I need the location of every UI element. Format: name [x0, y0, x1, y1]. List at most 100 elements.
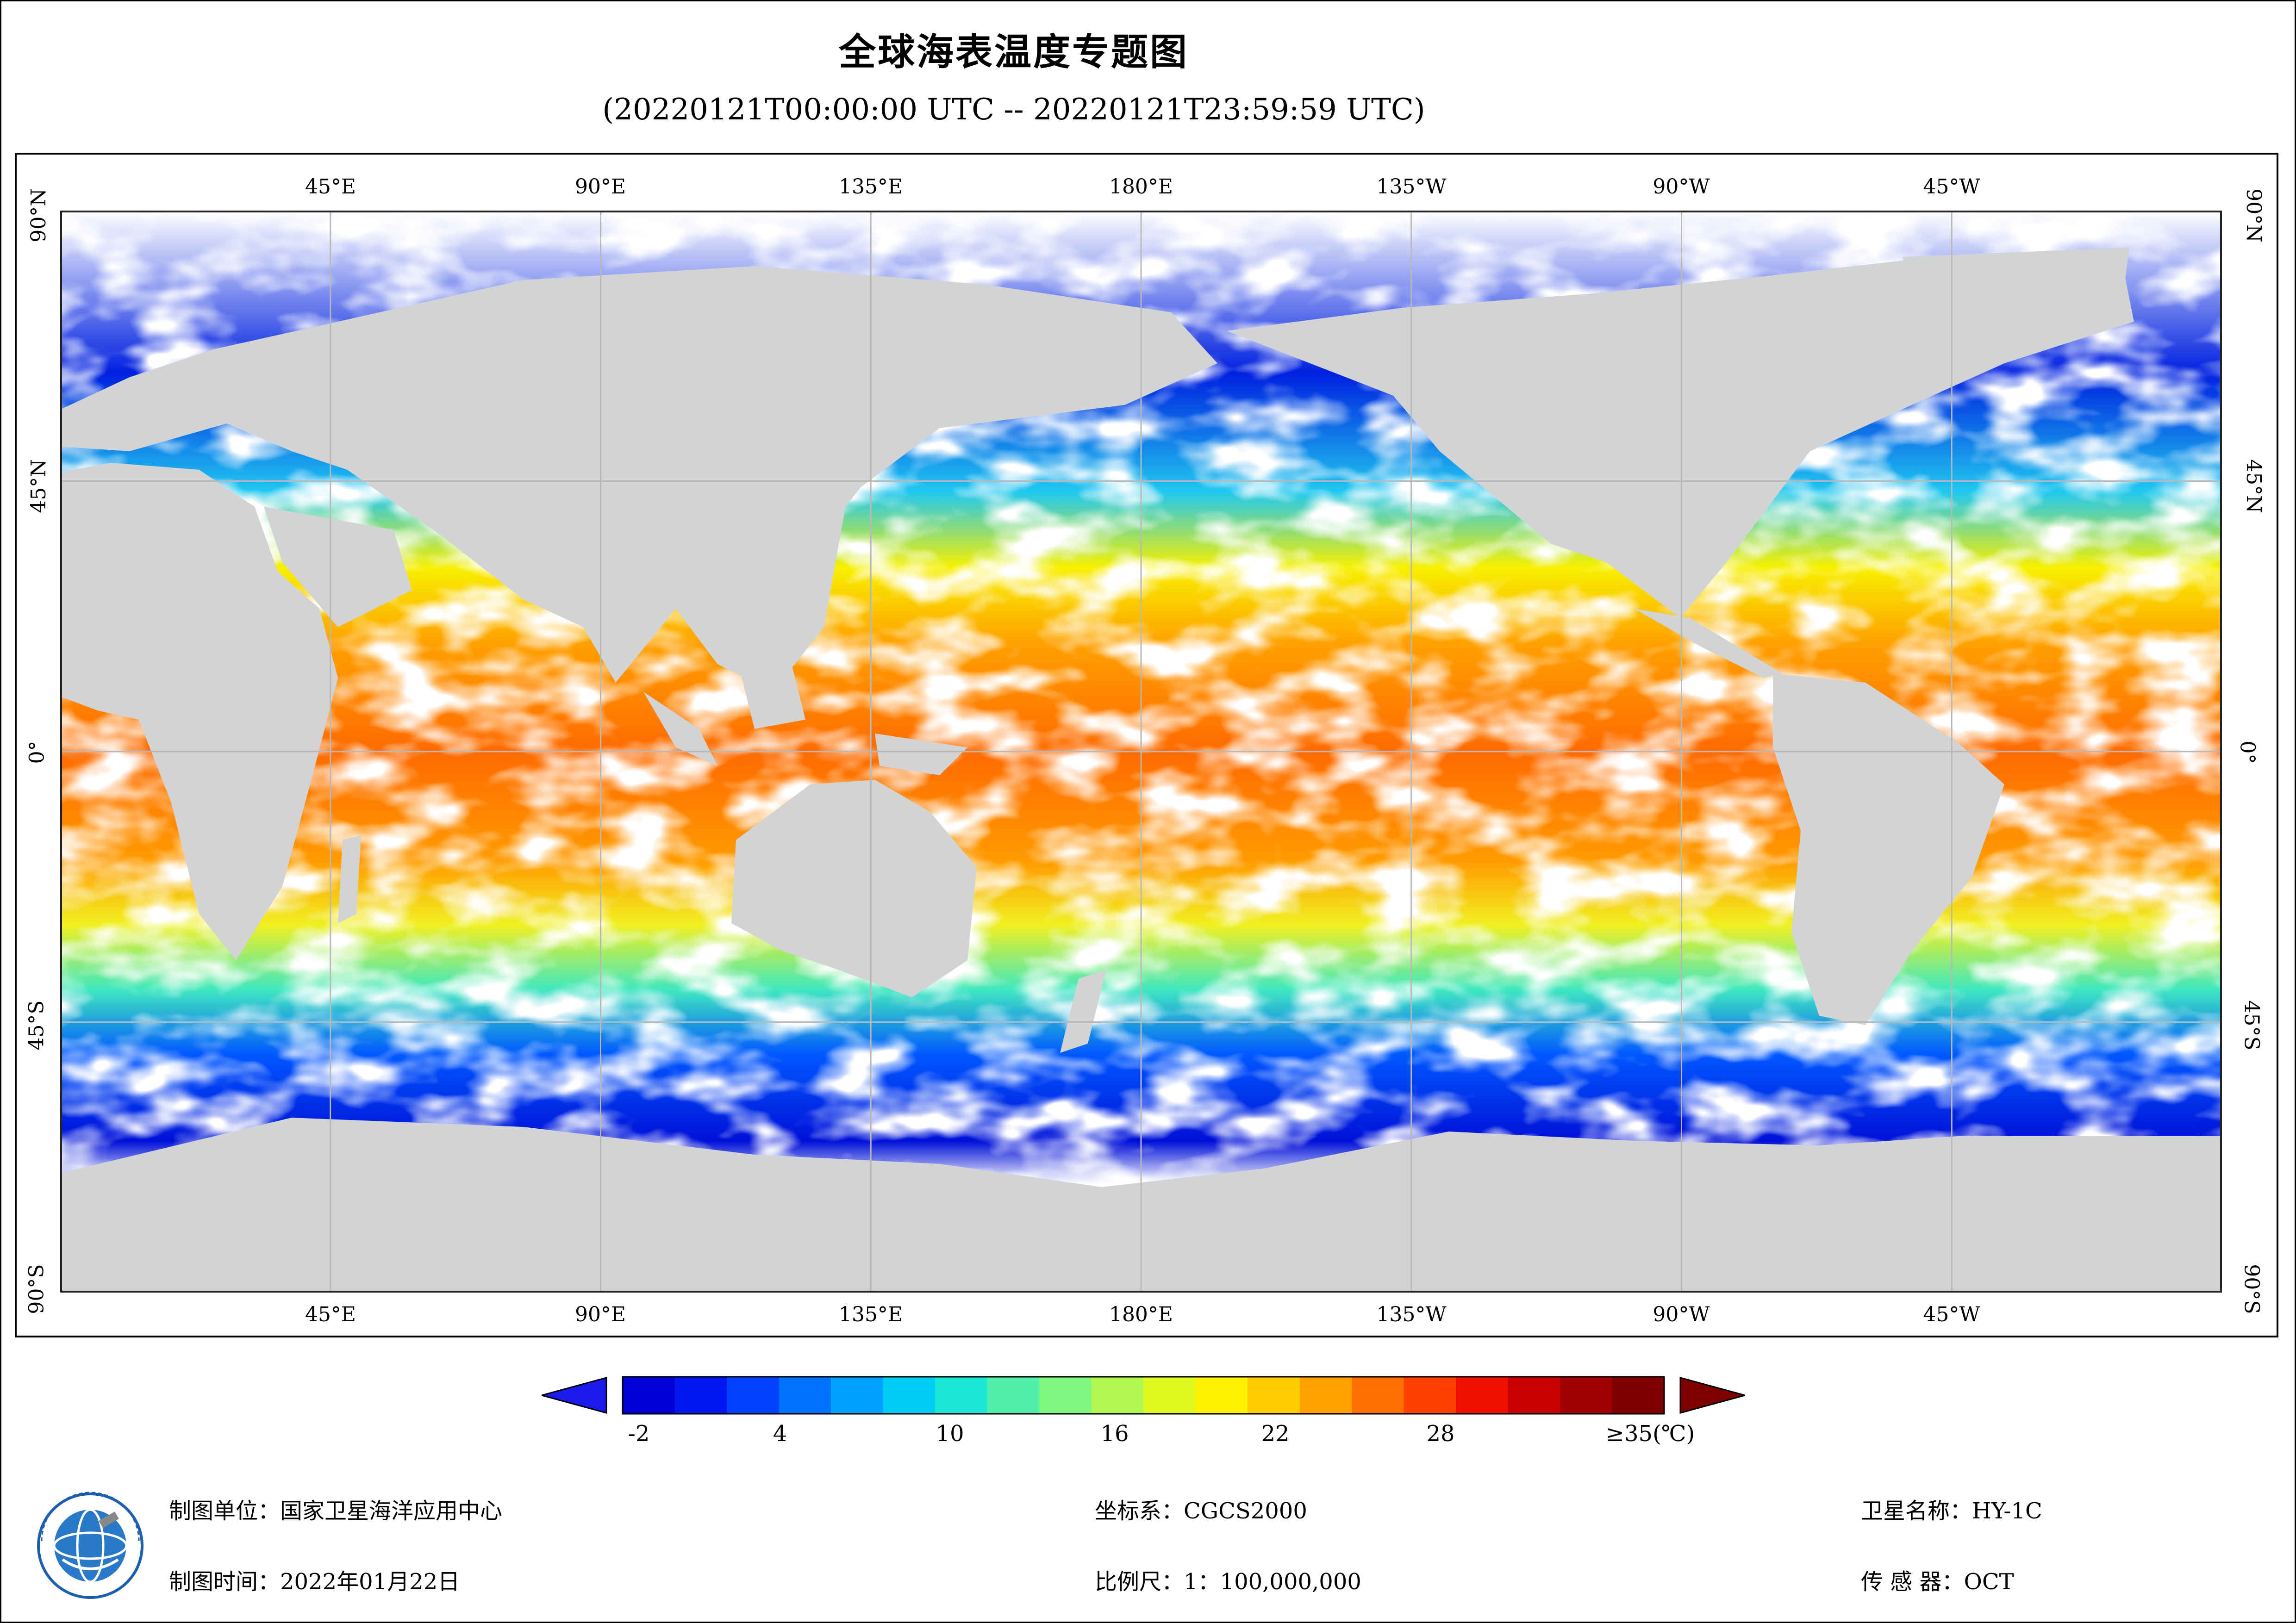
colorbar-min-arrow	[542, 1377, 607, 1414]
sst-map	[60, 211, 2222, 1293]
arabia-land	[264, 507, 412, 627]
lat-tick-left: 45°N	[26, 459, 50, 513]
madagascar-land	[338, 835, 361, 923]
sensor-value: OCT	[1964, 1569, 2014, 1595]
colorbar-cell	[1169, 1377, 1196, 1414]
lon-tick-top: 180°E	[1109, 175, 1173, 199]
page-title: 全球海表温度专题图	[839, 31, 1189, 74]
lon-tick-top: 90°E	[574, 175, 626, 199]
colorbar-cell	[623, 1377, 649, 1414]
colorbar-cell	[883, 1377, 910, 1414]
colorbar-cell	[753, 1377, 780, 1414]
lon-tick-bottom: 45°W	[1923, 1303, 1980, 1326]
lat-tick-right: 0°	[2235, 740, 2259, 764]
colorbar-label: 28	[1426, 1421, 1455, 1447]
satellite-label: 卫星名称：	[1861, 1498, 1972, 1524]
colorbar-cell	[1091, 1377, 1118, 1414]
borneo-land	[741, 664, 805, 729]
crs-label: 坐标系：	[1095, 1498, 1184, 1524]
graticule	[60, 211, 2222, 1293]
colorbar-cell	[1534, 1377, 1560, 1414]
lon-tick-bottom: 135°W	[1376, 1303, 1447, 1326]
producer-row: 制图单位：国家卫星海洋应用中心	[169, 1492, 502, 1525]
colorbar-cell	[1352, 1377, 1379, 1414]
lon-tick-top: 45°E	[305, 175, 356, 199]
colorbar-cell	[1195, 1377, 1222, 1414]
crs-row: 坐标系：CGCS2000	[1095, 1492, 1307, 1525]
crs-value: CGCS2000	[1184, 1498, 1307, 1524]
colorbar-cell	[1143, 1377, 1170, 1414]
satellite-value: HY-1C	[1972, 1498, 2042, 1524]
colorbar-label: -2	[628, 1421, 650, 1447]
colorbar-cell	[1456, 1377, 1483, 1414]
map-frame	[15, 153, 2278, 1337]
north-america-land	[1227, 252, 2134, 618]
colorbar-cell	[1404, 1377, 1430, 1414]
lat-tick-left: 90°N	[26, 188, 50, 243]
lon-tick-top: 90°W	[1653, 175, 1710, 199]
japan-land	[819, 451, 875, 516]
colorbar-label: 22	[1261, 1421, 1290, 1447]
colorbar-cell	[1248, 1377, 1274, 1414]
colorbar-label: 10	[936, 1421, 964, 1447]
colorbar-cell	[649, 1377, 675, 1414]
colorbar-cell	[674, 1377, 701, 1414]
greenland-land	[1903, 248, 2129, 359]
lat-tick-right: 90°N	[2241, 188, 2265, 243]
colorbar-cell	[987, 1377, 1014, 1414]
colorbar-cell	[857, 1377, 884, 1414]
lon-tick-bottom: 135°E	[838, 1303, 903, 1326]
lon-tick-bottom: 90°E	[574, 1303, 626, 1326]
colorbar-cell	[1221, 1377, 1248, 1414]
colorbar-cell	[1117, 1377, 1144, 1414]
lon-tick-top: 45°W	[1923, 175, 1980, 199]
new-zealand-land	[1060, 970, 1106, 1053]
lon-tick-top: 135°E	[838, 175, 903, 199]
colorbar-cell	[1586, 1377, 1613, 1414]
colorbar-label: 4	[773, 1421, 787, 1447]
colorbar-max-arrow	[1679, 1377, 1745, 1414]
scale-row: 比例尺：1：100,000,000	[1095, 1563, 1361, 1596]
colorbar-cell	[1560, 1377, 1587, 1414]
map-border	[60, 211, 2222, 1293]
colorbar-cell	[727, 1377, 754, 1414]
colorbar-cell	[1273, 1377, 1300, 1414]
colorbar-cell	[961, 1377, 988, 1414]
eurasia-land	[60, 266, 1217, 692]
colorbar-cell	[909, 1377, 936, 1414]
colorbar-cell	[1325, 1377, 1352, 1414]
producer-label: 制图单位：	[169, 1498, 281, 1524]
colorbar-cell	[1299, 1377, 1326, 1414]
sumatra-land	[643, 692, 718, 766]
colorbar-cell	[1508, 1377, 1535, 1414]
scale-label: 比例尺：	[1095, 1569, 1184, 1595]
satellite-row: 卫星名称：HY-1C	[1861, 1492, 2042, 1525]
lat-tick-right: 45°S	[2240, 1000, 2264, 1051]
lat-tick-left: 90°S	[25, 1264, 49, 1314]
colorbar-cell	[1482, 1377, 1509, 1414]
produced-date-label: 制图时间：	[169, 1569, 281, 1595]
lon-tick-bottom: 90°W	[1653, 1303, 1710, 1326]
colorbar-cell	[1013, 1377, 1040, 1414]
sensor-row: 传 感 器：OCT	[1861, 1563, 2014, 1596]
colorbar-cell	[805, 1377, 831, 1414]
lat-tick-right: 90°S	[2240, 1264, 2264, 1314]
producer-value: 国家卫星海洋应用中心	[280, 1498, 503, 1524]
colorbar-cell	[935, 1377, 962, 1414]
temperature-colorbar	[542, 1376, 1745, 1415]
lon-tick-top: 135°W	[1376, 175, 1447, 199]
scale-value: 1：100,000,000	[1184, 1569, 1361, 1595]
colorbar-cell	[700, 1377, 727, 1414]
produced-date-row: 制图时间：2022年01月22日	[169, 1563, 460, 1596]
colorbar-outline	[622, 1376, 1665, 1415]
africa-land	[60, 463, 338, 960]
lat-tick-right: 45°N	[2241, 459, 2265, 513]
colorbar-cell	[831, 1377, 858, 1414]
nsoas-globe-logo-icon	[37, 1492, 144, 1599]
australia-land	[731, 780, 977, 997]
colorbar-cell	[1612, 1377, 1639, 1414]
colorbar-label: ≥35(℃)	[1605, 1421, 1695, 1447]
south-america-land	[1773, 673, 2004, 1025]
colorbar-label: 16	[1100, 1421, 1129, 1447]
